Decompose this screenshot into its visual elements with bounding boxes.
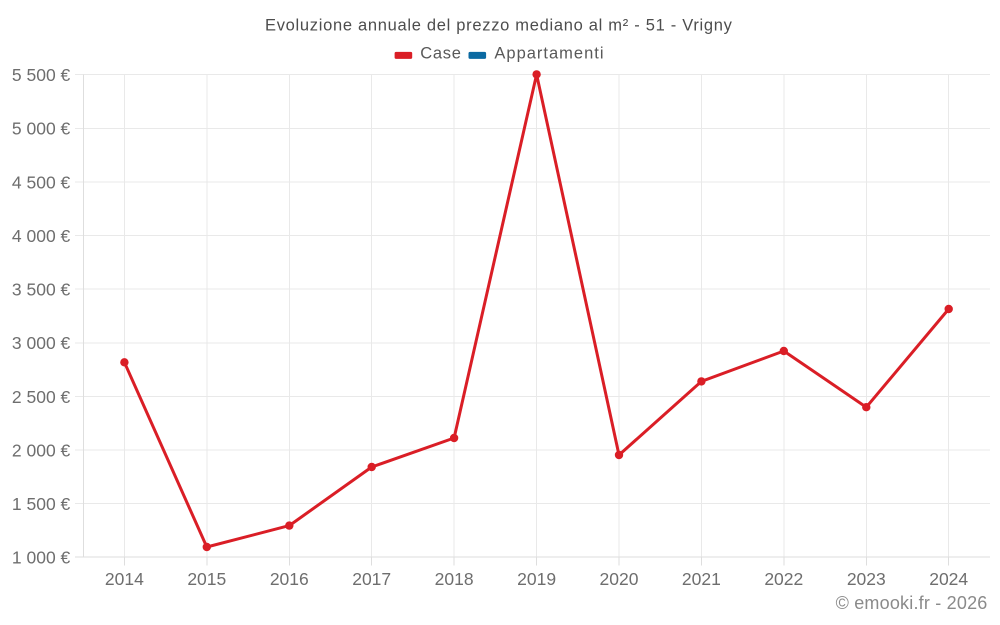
svg-text:2022: 2022 (764, 569, 803, 589)
svg-text:2017: 2017 (352, 569, 391, 589)
svg-text:2023: 2023 (847, 569, 886, 589)
svg-text:5 000 €: 5 000 € (12, 119, 71, 139)
svg-text:2 000 €: 2 000 € (12, 440, 71, 460)
svg-text:2020: 2020 (600, 569, 639, 589)
svg-text:2015: 2015 (187, 569, 226, 589)
svg-text:© emooki.fr - 2026: © emooki.fr - 2026 (836, 593, 988, 613)
svg-text:1 000 €: 1 000 € (12, 548, 71, 568)
svg-text:2016: 2016 (270, 569, 309, 589)
svg-text:1 500 €: 1 500 € (12, 494, 71, 514)
svg-text:Evoluzione annuale del prezzo: Evoluzione annuale del prezzo mediano al… (265, 17, 733, 35)
svg-text:5 500 €: 5 500 € (12, 65, 71, 85)
svg-text:3 000 €: 3 000 € (12, 333, 71, 353)
svg-text:Appartamenti: Appartamenti (494, 45, 604, 63)
svg-text:2014: 2014 (105, 569, 144, 589)
svg-text:2019: 2019 (517, 569, 556, 589)
svg-text:Case: Case (420, 45, 461, 63)
svg-text:2018: 2018 (435, 569, 474, 589)
svg-text:2021: 2021 (682, 569, 721, 589)
svg-text:4 000 €: 4 000 € (12, 226, 71, 246)
svg-text:3 500 €: 3 500 € (12, 280, 71, 300)
svg-text:4 500 €: 4 500 € (12, 172, 71, 192)
svg-text:2024: 2024 (929, 569, 968, 589)
svg-text:2 500 €: 2 500 € (12, 387, 71, 407)
